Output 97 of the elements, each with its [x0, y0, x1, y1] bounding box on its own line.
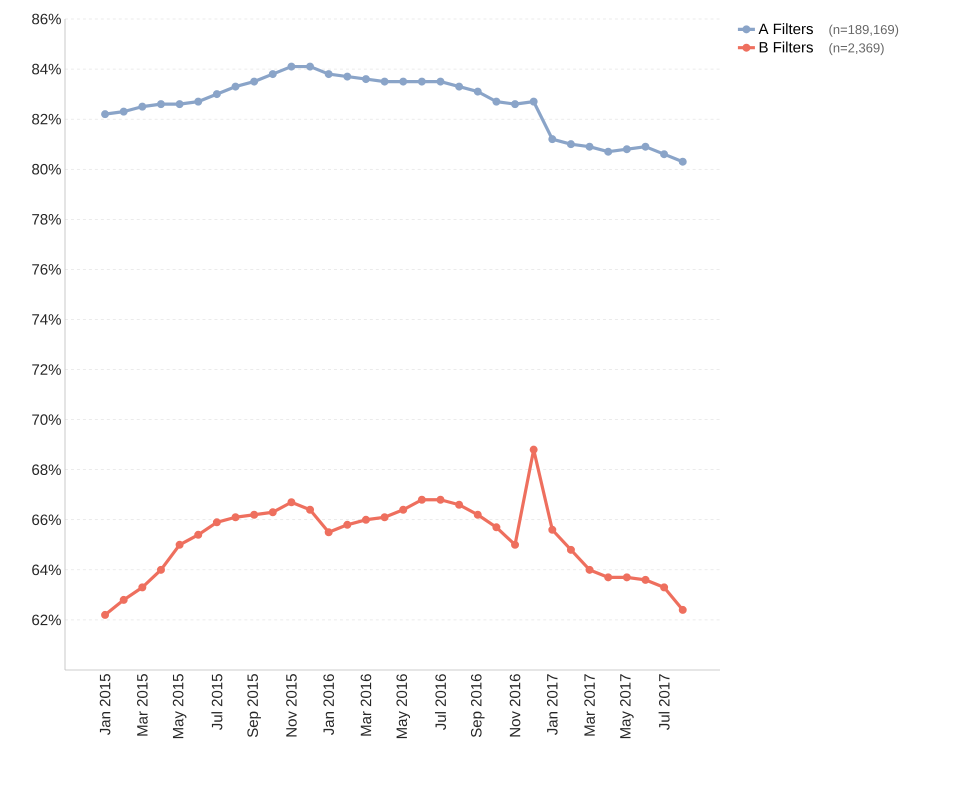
- point: [678, 158, 687, 166]
- x-tick-label: Jan 2016: [323, 674, 334, 736]
- point: [101, 110, 110, 118]
- point: [548, 526, 556, 534]
- point: [120, 596, 128, 604]
- x-tick-label: Nov 2015: [286, 674, 297, 736]
- point: [455, 82, 464, 91]
- point: [586, 566, 594, 574]
- point: [530, 446, 538, 454]
- y-tick-label: 70%: [32, 414, 61, 425]
- point: [492, 523, 500, 532]
- x-tick-label: Jul 2016: [434, 674, 446, 730]
- text: (n=2,369): [829, 42, 884, 56]
- point: [250, 78, 258, 86]
- point: [232, 513, 240, 522]
- point: [604, 573, 612, 582]
- point: [324, 70, 333, 78]
- y-tick-label: 72%: [32, 364, 61, 375]
- point: [268, 70, 277, 78]
- point: [511, 100, 520, 108]
- y-tick-label: 74%: [32, 314, 61, 325]
- point: [120, 108, 128, 116]
- x-tick-label: Jan 2015: [100, 674, 110, 736]
- point: [212, 90, 221, 98]
- point: [436, 78, 444, 86]
- y-tick-label: 78%: [32, 214, 61, 225]
- y-tick-label: 66%: [32, 514, 61, 526]
- point: [343, 520, 352, 529]
- point: [474, 88, 482, 96]
- point: [194, 530, 202, 539]
- point: [380, 513, 389, 522]
- point: [678, 606, 687, 614]
- point: [380, 78, 389, 86]
- y-tick-label: 86%: [32, 14, 61, 24]
- point: [268, 508, 277, 516]
- point: [641, 142, 650, 151]
- point: [492, 98, 500, 106]
- x-tick-label: May 2017: [620, 674, 634, 738]
- point: [566, 140, 575, 148]
- y-tick-label: 82%: [32, 114, 61, 124]
- point: [660, 583, 668, 592]
- x-tick-label: May 2016: [396, 674, 410, 738]
- point: [566, 546, 575, 554]
- y-tick-label: 64%: [32, 564, 61, 576]
- point: [455, 500, 464, 509]
- point: [362, 75, 370, 84]
- point: [156, 100, 165, 108]
- point: [232, 82, 240, 91]
- legend-label: A Filters: [758, 23, 813, 34]
- point: [287, 498, 296, 506]
- x-tick-label: Mar 2017: [584, 674, 595, 736]
- x-tick-label: Sep 2015: [247, 674, 261, 738]
- point: [306, 62, 314, 71]
- legend-label: B Filters: [760, 42, 813, 53]
- y-tick-label: 76%: [32, 264, 61, 275]
- point: [212, 518, 221, 526]
- y-tick-label: 84%: [32, 64, 61, 74]
- point: [586, 142, 594, 151]
- point: [418, 496, 426, 504]
- point: [660, 150, 668, 158]
- point: [362, 516, 370, 524]
- point: [548, 135, 556, 144]
- x-tick-label: Sep 2016: [470, 674, 485, 738]
- y-tick-label: 62%: [32, 614, 61, 626]
- point: [101, 610, 110, 619]
- point: [436, 496, 444, 504]
- text: (n=189,169): [829, 24, 898, 37]
- point: [138, 102, 146, 111]
- point: [641, 576, 650, 584]
- point: [622, 573, 631, 582]
- point: [324, 528, 333, 536]
- x-tick-label: Mar 2015: [137, 674, 148, 736]
- point: [474, 510, 482, 519]
- x-tick-label: Nov 2016: [510, 674, 520, 736]
- point: [511, 540, 520, 549]
- point: [622, 145, 631, 154]
- x-tick-label: Mar 2016: [360, 674, 372, 736]
- point: [250, 510, 258, 519]
- point: [287, 62, 296, 71]
- point: [343, 72, 352, 81]
- x-tick-label: May 2015: [172, 674, 186, 738]
- point: [176, 540, 184, 549]
- y-tick-label: 80%: [32, 164, 61, 175]
- point: [399, 78, 408, 86]
- x-tick-label: Jan 2017: [546, 674, 558, 736]
- point: [138, 583, 146, 592]
- x-tick-label: Jul 2017: [658, 674, 670, 730]
- point: [194, 98, 202, 106]
- point: [604, 148, 612, 156]
- point: [156, 566, 165, 574]
- y-tick-label: 68%: [32, 464, 61, 475]
- x-tick-label: Jul 2015: [211, 674, 222, 730]
- point: [418, 78, 426, 86]
- point: [399, 506, 408, 514]
- point: [306, 506, 314, 514]
- point: [176, 100, 184, 108]
- point: [530, 98, 538, 106]
